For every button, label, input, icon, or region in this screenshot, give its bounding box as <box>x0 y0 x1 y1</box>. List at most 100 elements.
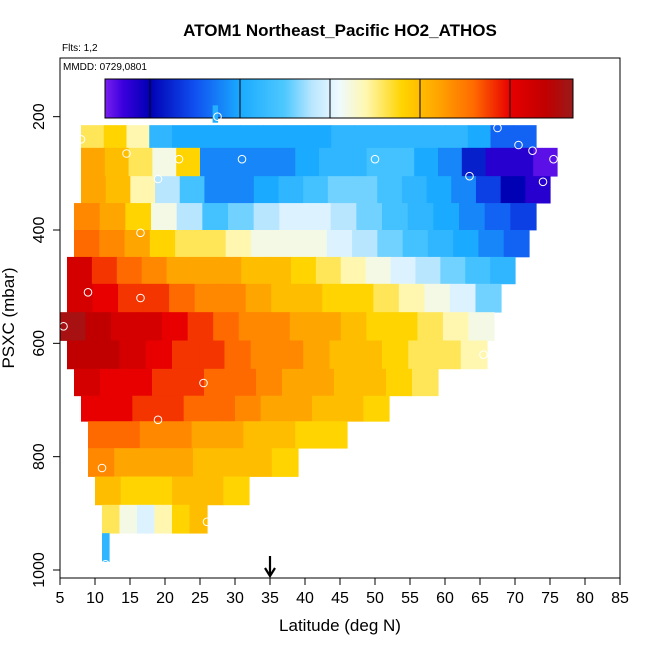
heatmap-cell <box>172 476 199 506</box>
heatmap-cell <box>478 230 505 258</box>
heatmap-cell <box>352 176 378 204</box>
data-point <box>76 135 86 144</box>
heatmap-cell <box>453 230 480 258</box>
heatmap-cell <box>119 504 138 534</box>
heatmap-cell <box>124 230 151 258</box>
heatmap-cell <box>241 256 267 285</box>
heatmap-cell <box>154 504 173 534</box>
heatmap-cell <box>484 203 511 231</box>
heatmap-cell <box>401 176 428 204</box>
heatmap-cell <box>533 147 558 177</box>
heatmap-cell <box>296 283 323 313</box>
data-point <box>202 517 212 527</box>
heatmap-cell <box>510 203 537 231</box>
heatmap-cell <box>373 283 400 313</box>
heatmap-cell <box>111 312 138 341</box>
heatmap-cell <box>228 203 255 231</box>
data-point <box>549 154 558 164</box>
heatmap-cell <box>356 203 383 231</box>
heatmap-cell <box>355 340 383 370</box>
heatmap-cell <box>235 395 262 422</box>
heatmap-cell <box>366 312 393 341</box>
heatmap-cell <box>459 203 486 231</box>
heatmap-cell <box>106 395 133 422</box>
heatmap-cell <box>366 147 391 177</box>
x-tick-label: 5 <box>56 590 65 607</box>
heatmap-cell <box>165 421 193 449</box>
heatmap-cell <box>198 340 226 370</box>
heatmap-cell <box>141 256 168 285</box>
heatmap-cell <box>102 533 110 562</box>
y-tick-label: 200 <box>31 103 48 130</box>
x-tick-label: 50 <box>366 590 384 607</box>
heatmap-cell <box>193 448 220 477</box>
heatmap-cell <box>475 176 502 204</box>
heatmap-cell <box>285 125 310 149</box>
heatmap-cell <box>166 256 193 285</box>
heatmap-cell <box>67 283 94 313</box>
heatmap-cell <box>398 283 426 313</box>
heatmap-cell <box>176 203 203 231</box>
data-point <box>465 171 474 181</box>
heatmap-cell <box>137 504 156 534</box>
x-tick-label: 40 <box>296 590 314 607</box>
x-tick-label: 15 <box>121 590 139 607</box>
heatmap-cell <box>327 176 354 204</box>
heatmap-cell <box>278 176 304 204</box>
x-axis-label: Latitude (deg N) <box>279 616 401 635</box>
heatmap-cell <box>103 125 128 149</box>
heatmap-cell <box>95 476 122 506</box>
heatmap-cell <box>260 395 287 422</box>
heatmap-cell <box>197 476 224 506</box>
data-point <box>153 174 163 184</box>
heatmap-cell <box>118 283 145 313</box>
heatmap-cell <box>189 504 208 534</box>
heatmap-cell <box>240 125 264 149</box>
flights-label: Flts: 1,2 <box>62 43 98 54</box>
heatmap-cell <box>340 312 367 341</box>
heatmap-cell <box>204 176 230 204</box>
heatmap-cell <box>172 340 199 370</box>
heatmap-cells <box>60 105 558 562</box>
data-point <box>213 112 222 121</box>
heatmap-cell <box>399 125 423 149</box>
heatmap-cell <box>426 176 452 204</box>
heatmap-cell <box>212 105 219 123</box>
heatmap-cell <box>390 256 417 285</box>
x-tick-label: 75 <box>541 590 559 607</box>
heatmap-cell <box>271 448 299 477</box>
heatmap-cell <box>224 340 252 370</box>
x-axis: 5 10 15 20 25 30 35 40 45 50 55 60 65 70 75 80 85 <box>56 577 629 607</box>
heatmap-cell <box>88 421 115 449</box>
y-axis: 200 400 600 800 1000 <box>31 103 61 588</box>
heatmap-cell <box>81 176 107 204</box>
heatmap-cell <box>434 340 462 370</box>
heatmap-cell <box>465 256 491 285</box>
heatmap-cell <box>105 176 131 204</box>
latitude-arrow-marker <box>264 556 276 579</box>
data-point <box>136 293 145 303</box>
heatmap-cell <box>303 176 329 204</box>
heatmap-cell <box>225 230 252 258</box>
heatmap-cell <box>322 283 349 313</box>
heatmap-cell <box>308 125 332 149</box>
date-label: MMDD: 0729,0801 <box>63 62 147 73</box>
heatmap-cell <box>91 256 118 285</box>
data-points <box>59 112 558 569</box>
heatmap-cell <box>312 395 339 422</box>
heatmap-cell <box>140 448 168 477</box>
heatmap-cell <box>250 230 277 258</box>
heatmap-cell <box>308 368 335 397</box>
heatmap-cell <box>337 395 364 422</box>
heatmap-cell <box>204 368 231 397</box>
heatmap-cell <box>216 256 242 285</box>
heatmap-cell <box>81 125 105 149</box>
data-point <box>136 228 145 238</box>
x-tick-label: 10 <box>86 590 104 607</box>
heatmap-cell <box>276 230 303 258</box>
heatmap-cell <box>326 230 353 258</box>
data-point <box>493 123 502 133</box>
data-point <box>514 140 523 150</box>
y-axis-label: PSXC (mbar) <box>0 267 18 368</box>
heatmap-cell <box>126 368 153 397</box>
